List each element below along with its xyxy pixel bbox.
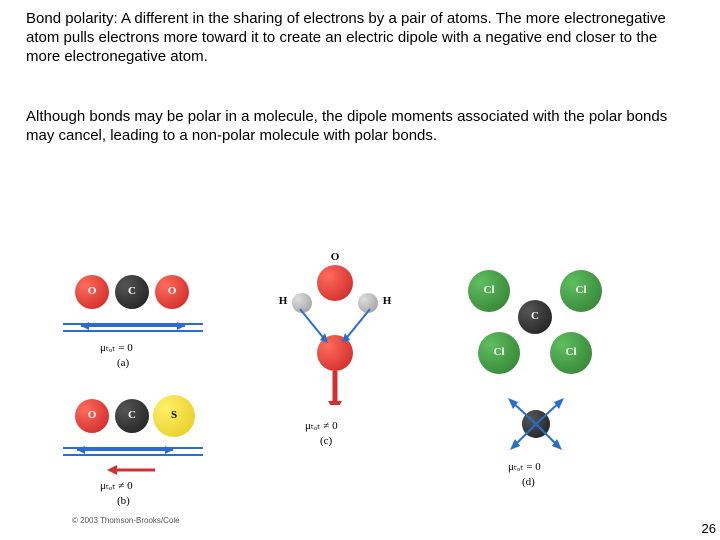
mu-caption-c: μₜₒₜ ≠ 0 (305, 419, 338, 432)
arrows-d (496, 390, 576, 460)
atom-o-right (155, 275, 189, 309)
atom-o-left (75, 275, 109, 309)
cl-tl (468, 270, 510, 312)
panel-a: O C O μₜₒₜ = 0 (a) (75, 275, 220, 385)
tag-b: (b) (117, 495, 130, 507)
cl-br (550, 332, 592, 374)
page-number: 26 (702, 521, 716, 536)
arrows-c (270, 285, 400, 405)
lbl-o-c: O (317, 251, 353, 263)
dipole-arrows-b (63, 441, 203, 461)
copyright: © 2003 Thomson-Brooks/Cole (72, 516, 180, 525)
panel-d: Cl Cl C Cl Cl μₜₒₜ = 0 (d) (450, 260, 650, 490)
mu-caption-b: μₜₒₜ ≠ 0 (100, 479, 133, 492)
c-center (518, 300, 552, 334)
cl-bl (478, 332, 520, 374)
mu-caption-a: μₜₒₜ = 0 (100, 341, 133, 354)
panel-c: O H H μₜₒₜ ≠ 0 (c) (270, 265, 400, 445)
paragraph-1: Bond polarity: A different in the sharin… (26, 10, 686, 66)
atom-c-center (115, 275, 149, 309)
paragraph-2: Although bonds may be polar in a molecul… (26, 108, 686, 146)
panel-b: O C S μₜₒₜ ≠ 0 (b) (75, 395, 220, 515)
cl-tr (560, 270, 602, 312)
tag-a: (a) (117, 357, 129, 369)
mu-caption-d: μₜₒₜ = 0 (508, 460, 541, 473)
tag-d: (d) (522, 476, 535, 488)
atom-s (153, 395, 195, 437)
atom-o (75, 399, 109, 433)
dipole-arrows (63, 317, 203, 337)
net-arrow-b (105, 463, 165, 477)
tag-c: (c) (320, 435, 332, 447)
atom-c (115, 399, 149, 433)
